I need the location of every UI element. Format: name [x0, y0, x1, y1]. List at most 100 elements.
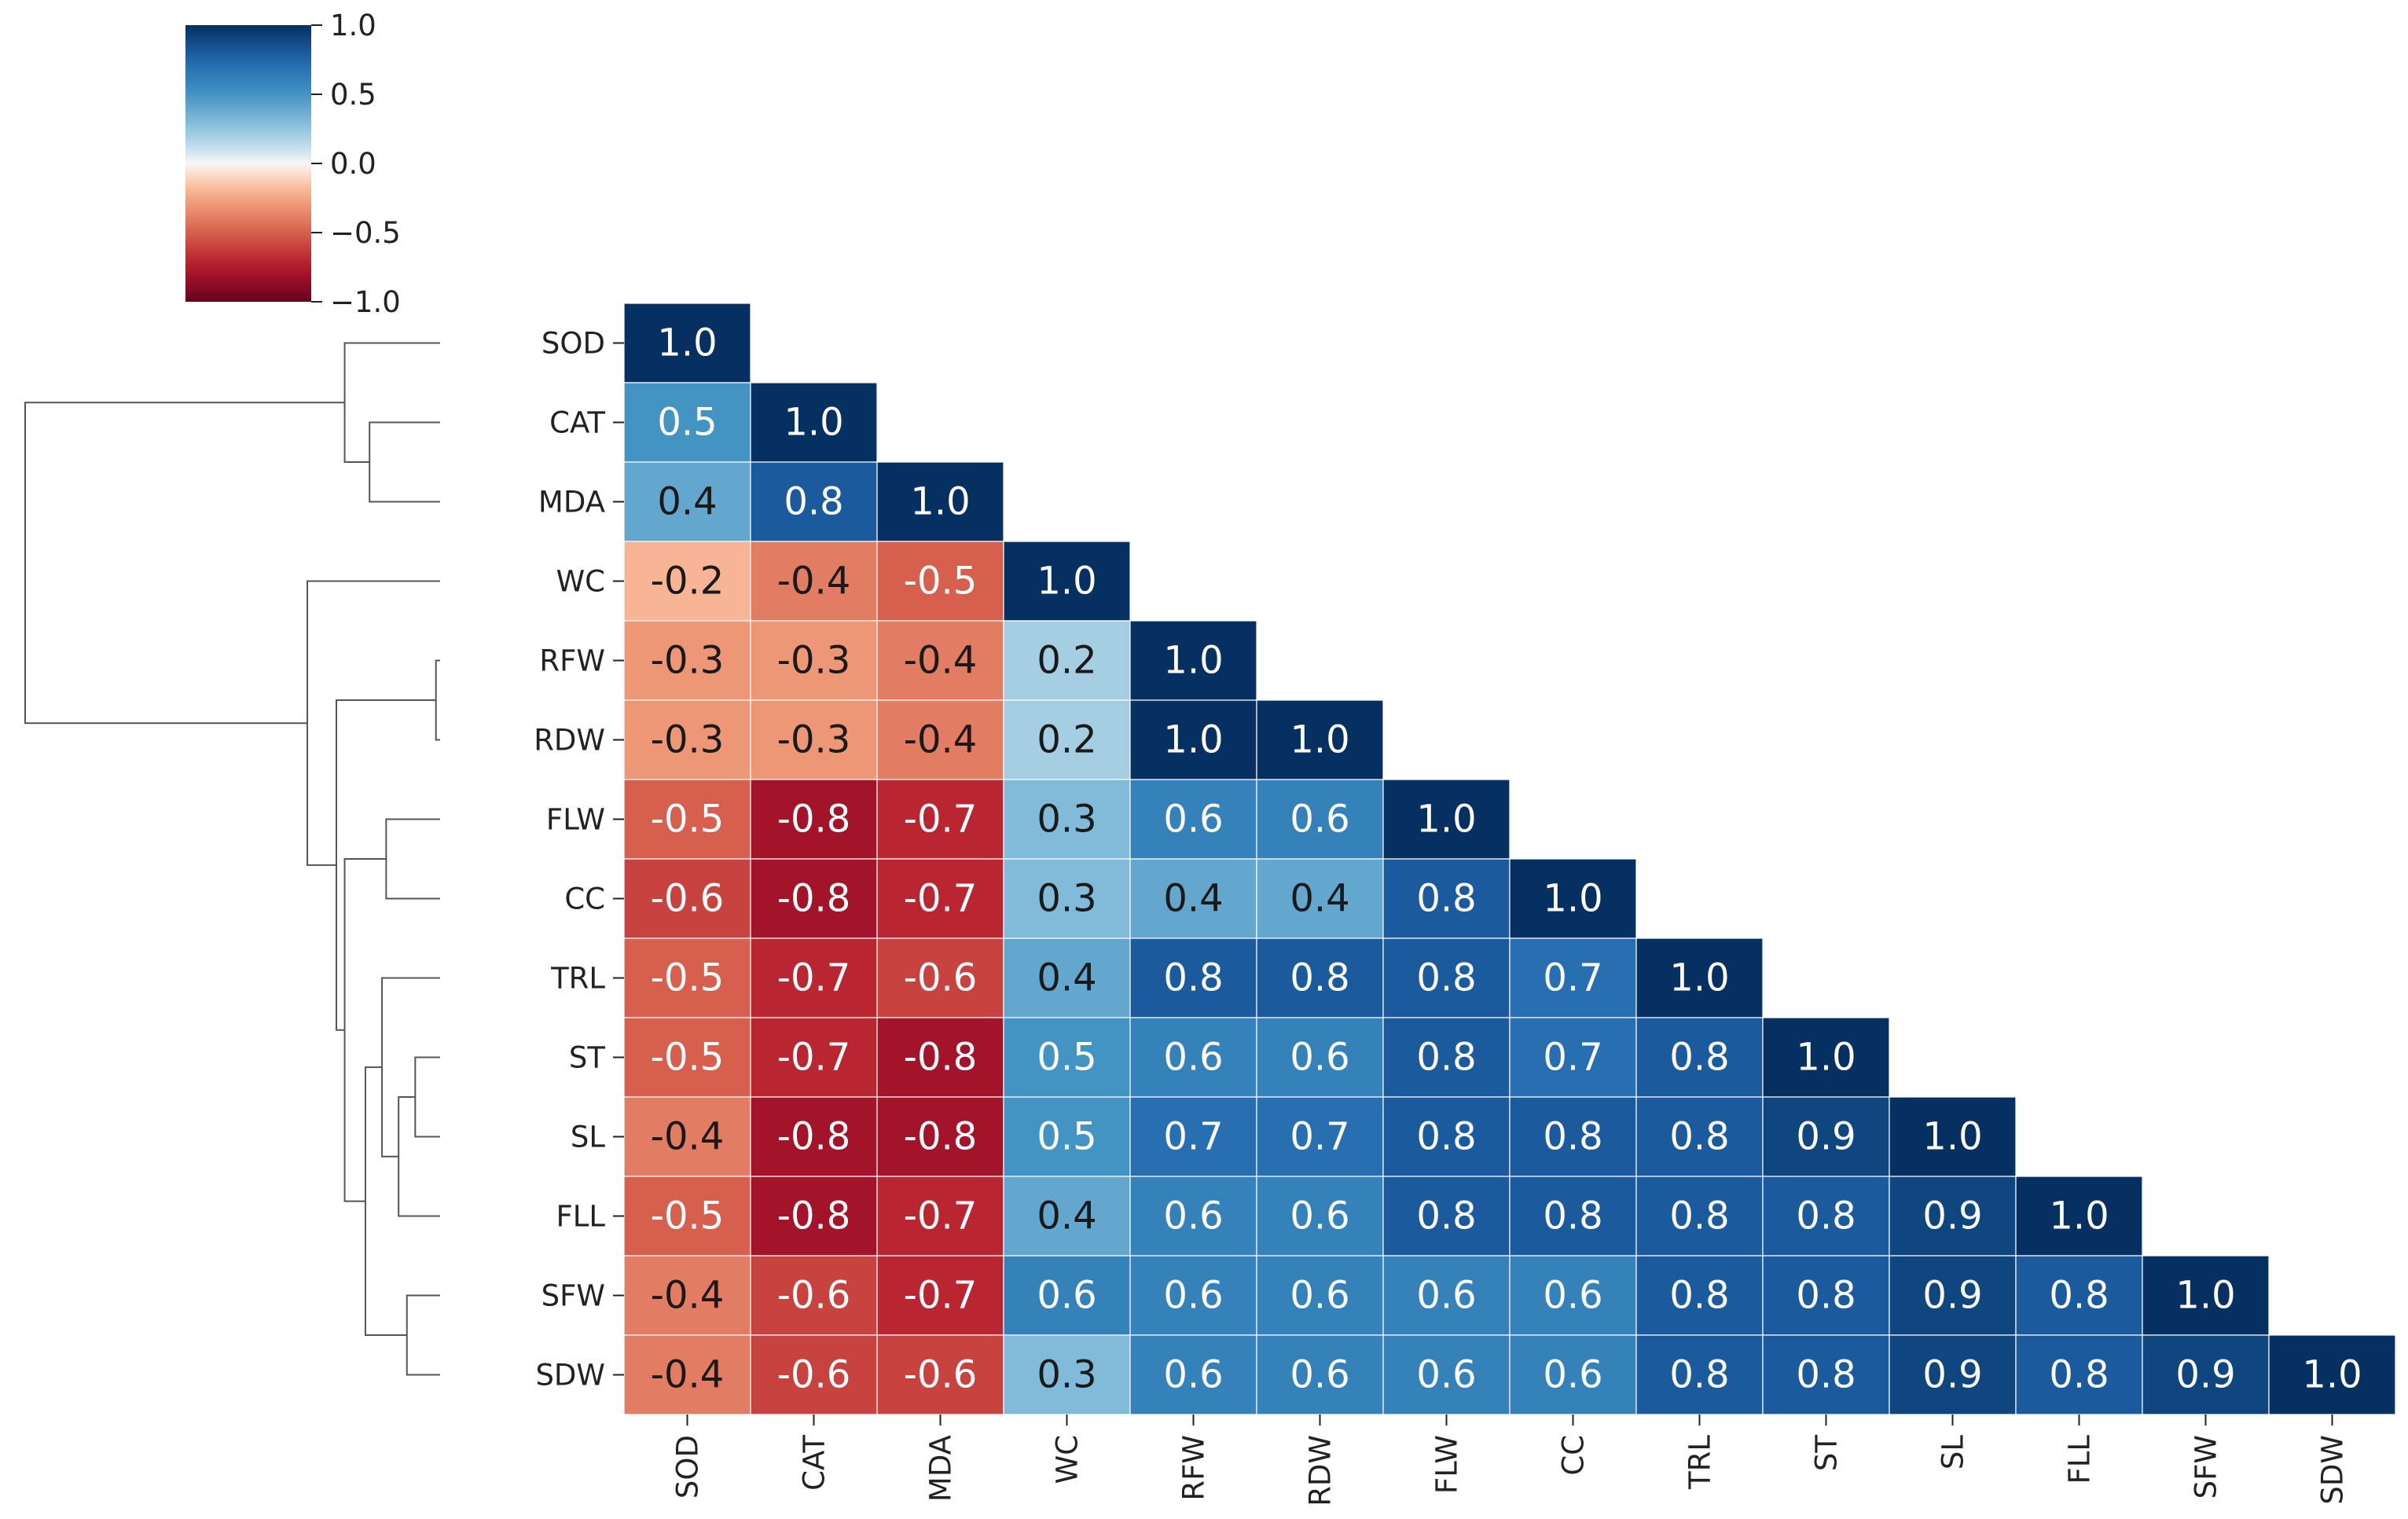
cell-value-label: -0.6: [904, 956, 978, 1000]
cell-value-label: 0.6: [1543, 1274, 1602, 1318]
colorbar-gradient: [185, 25, 311, 302]
cell-value-label: -0.3: [777, 718, 851, 762]
cell-value-label: 0.6: [1416, 1353, 1476, 1397]
cell-value-label: 0.7: [1543, 1036, 1602, 1080]
cell-value-label: -0.6: [651, 877, 725, 921]
cell-trl-rfw: [1129, 937, 1257, 1018]
cell-trl-mda: [876, 937, 1004, 1018]
cell-sl-wc: [1003, 1096, 1131, 1177]
col-label-rfw: RFW: [1177, 1435, 1211, 1501]
cell-value-label: 0.8: [1796, 1194, 1856, 1238]
cell-sl-flw: [1382, 1096, 1511, 1177]
cell-value-label: 0.3: [1037, 798, 1096, 842]
cell-sfw-cat: [750, 1255, 878, 1336]
cell-wc-cat: [750, 541, 878, 622]
cell-value-label: 0.9: [1922, 1194, 1982, 1238]
cell-sod-sod: [623, 303, 751, 383]
cell-value-label: -0.3: [651, 718, 725, 762]
cell-value-label: 1.0: [1922, 1115, 1982, 1159]
cell-value-label: 0.6: [1037, 1274, 1096, 1318]
row-label-flw: FLW: [546, 803, 605, 837]
cell-value-label: 0.8: [1669, 1194, 1729, 1238]
cell-value-label: -0.8: [904, 1115, 978, 1159]
cell-rfw-mda: [876, 620, 1004, 701]
row-label-fll: FLL: [556, 1200, 605, 1234]
colorbar-tick-label: 1.0: [330, 9, 376, 42]
cell-fll-sl: [1889, 1176, 2017, 1257]
cell-value-label: 0.8: [2049, 1353, 2109, 1397]
cell-wc-mda: [876, 541, 1004, 622]
cell-sfw-sod: [623, 1255, 751, 1336]
cell-value-label: 0.6: [1163, 1036, 1223, 1080]
cell-value-label: 0.9: [1922, 1353, 1982, 1397]
column-labels: SOD CAT MDA WC RFW RDW FLW CC TRL ST SL FLL SFW SDW: [671, 1414, 2350, 1506]
cell-value-label: -0.7: [777, 1036, 851, 1080]
cell-value-label: -0.3: [651, 639, 725, 683]
cell-trl-cat: [750, 937, 878, 1018]
cell-value-label: 0.6: [1543, 1353, 1602, 1397]
cell-value-label: -0.4: [651, 1353, 725, 1397]
cell-value-label: 0.8: [784, 480, 843, 524]
cell-value-label: 0.6: [1290, 1353, 1349, 1397]
cell-value-label: -0.8: [777, 1115, 851, 1159]
cell-wc-wc: [1003, 541, 1131, 622]
cell-fll-sod: [623, 1176, 751, 1257]
cell-sdw-trl: [1635, 1334, 1764, 1415]
cell-flw-rdw: [1256, 779, 1384, 860]
cell-value-label: 0.6: [1163, 1194, 1223, 1238]
cell-value-label: 0.4: [657, 480, 717, 524]
cell-value-label: 1.0: [1796, 1036, 1856, 1080]
cell-sfw-wc: [1003, 1255, 1131, 1336]
cell-value-label: -0.7: [904, 1274, 978, 1318]
cell-st-cat: [750, 1017, 878, 1098]
cell-value-label: 0.6: [1290, 798, 1349, 842]
cell-value-label: 0.7: [1543, 956, 1602, 1000]
cell-value-label: 0.9: [1796, 1115, 1856, 1159]
cell-sfw-flw: [1382, 1255, 1511, 1336]
cell-value-label: 0.4: [1037, 1194, 1096, 1238]
row-label-sl: SL: [571, 1121, 605, 1154]
cell-value-label: 1.0: [1163, 639, 1223, 683]
cell-value-label: 0.8: [1416, 956, 1476, 1000]
cell-value-label: -0.4: [904, 718, 978, 762]
cell-value-label: 0.7: [1290, 1115, 1349, 1159]
cell-value-label: 0.8: [1163, 956, 1223, 1000]
cell-fll-mda: [876, 1176, 1004, 1257]
cell-mda-sod: [623, 461, 751, 542]
cell-fll-st: [1762, 1176, 1890, 1257]
row-label-rfw: RFW: [539, 644, 605, 678]
cell-flw-flw: [1382, 779, 1511, 860]
cell-value-label: -0.8: [904, 1036, 978, 1080]
cell-sdw-sod: [623, 1334, 751, 1415]
cell-cc-rdw: [1256, 858, 1384, 939]
cell-value-label: 0.6: [1416, 1274, 1476, 1318]
cell-sdw-rfw: [1129, 1334, 1257, 1415]
row-label-wc: WC: [556, 565, 605, 599]
cell-value-label: 0.9: [1922, 1274, 1982, 1318]
cell-value-label: -0.5: [651, 956, 725, 1000]
cell-value-label: 0.8: [1796, 1274, 1856, 1318]
row-label-mda: MDA: [538, 486, 605, 519]
cell-value-label: -0.7: [904, 877, 978, 921]
cell-value-label: -0.8: [777, 798, 851, 842]
cell-value-label: -0.7: [777, 956, 851, 1000]
cell-fll-trl: [1635, 1176, 1764, 1257]
cell-flw-sod: [623, 779, 751, 860]
col-label-rdw: RDW: [1304, 1435, 1338, 1506]
cell-value-label: -0.5: [904, 560, 978, 604]
cell-sl-trl: [1635, 1096, 1764, 1177]
cell-value-label: -0.6: [777, 1353, 851, 1397]
cell-sdw-cc: [1509, 1334, 1637, 1415]
cell-wc-sod: [623, 541, 751, 622]
cell-value-label: 0.8: [1796, 1353, 1856, 1397]
cell-sdw-flw: [1382, 1334, 1511, 1415]
col-label-wc: WC: [1051, 1435, 1085, 1484]
cell-value-label: 0.8: [1543, 1115, 1602, 1159]
row-label-sfw: SFW: [541, 1279, 605, 1313]
cell-fll-flw: [1382, 1176, 1511, 1257]
cell-sl-cc: [1509, 1096, 1637, 1177]
cell-st-cc: [1509, 1017, 1637, 1098]
cell-value-label: 1.0: [1037, 560, 1096, 604]
col-label-cc: CC: [1557, 1435, 1591, 1476]
cell-value-label: 0.4: [1037, 956, 1096, 1000]
